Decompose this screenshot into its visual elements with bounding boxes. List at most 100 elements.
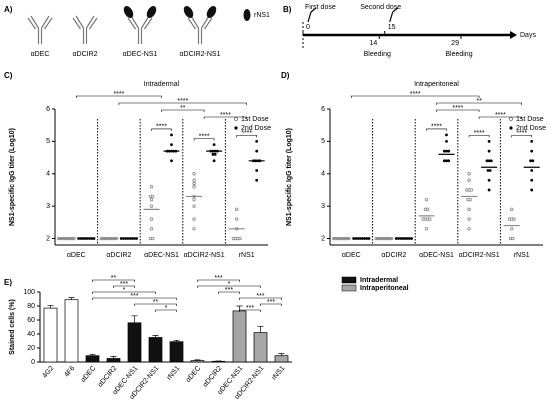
legend-label: 1st Dose <box>516 116 544 123</box>
x-tick-label: αDEC <box>67 252 86 259</box>
legend-swatch <box>341 276 357 284</box>
point-second-dose <box>212 143 216 147</box>
point-first-dose <box>192 204 196 208</box>
point-second-dose <box>530 188 534 192</box>
bleeding-label: Bleeding <box>445 51 472 58</box>
antibody-icon <box>72 15 98 44</box>
significance-bracket <box>92 297 177 300</box>
point-first-dose <box>192 185 196 189</box>
dose-label: First dose <box>305 4 336 11</box>
legend-marker <box>508 116 514 122</box>
point-first-dose <box>467 178 471 182</box>
ns1-head <box>146 6 157 18</box>
rns1-label: rNS1 <box>254 12 270 19</box>
legend-label: Intraperitoneal <box>360 285 409 292</box>
y-tick-label: 2 <box>46 235 50 242</box>
bar <box>106 358 121 363</box>
point-first-dose <box>192 181 196 186</box>
axis-label: Days <box>520 32 536 39</box>
point-second-dose <box>485 159 489 163</box>
significance-bracket <box>239 309 261 312</box>
x-tick-label: 4G2 <box>42 365 56 380</box>
point-first-dose <box>234 207 239 212</box>
point-second-dose <box>445 133 448 137</box>
y-tick-label: 4 <box>321 171 325 178</box>
point-second-dose <box>486 169 490 172</box>
significance-bracket <box>203 116 247 119</box>
error-bar <box>131 315 138 323</box>
significance-bracket <box>151 128 172 131</box>
point-first-dose <box>149 227 154 231</box>
point-first-dose <box>428 217 432 221</box>
x-tick-label: 4F6 <box>63 365 76 379</box>
antibody-icon <box>123 6 157 44</box>
day-label: 29 <box>451 40 459 47</box>
y-tick-label: 100 <box>23 289 35 296</box>
bar <box>211 360 226 363</box>
significance-bracket <box>155 309 177 312</box>
antibody-label: αDEC <box>31 51 50 58</box>
point-first-dose <box>192 178 196 182</box>
x-tick-label: αDCIR2-NS1 <box>184 252 225 259</box>
error-bar <box>257 325 264 333</box>
legend-marker <box>509 126 513 130</box>
point-first-dose <box>192 197 196 202</box>
significance-bracket <box>161 109 205 112</box>
significance-bracket <box>92 279 135 282</box>
point-first-dose <box>469 188 473 192</box>
x-tick-label: rNS1 <box>271 365 287 382</box>
y-axis-title: Stained cells (%) <box>9 299 16 355</box>
significance-bracket <box>218 291 240 294</box>
y-tick-label: 80 <box>27 303 35 310</box>
y-tick-label: 4 <box>46 171 50 178</box>
antibody-arm <box>127 17 136 30</box>
error-bar <box>278 353 285 356</box>
significance-bracket <box>478 116 522 119</box>
bar <box>64 299 79 363</box>
y-tick-label: 5 <box>321 138 325 145</box>
point-second-dose <box>447 159 451 163</box>
significance-label: *** <box>256 293 264 300</box>
significance-label: ** <box>476 98 482 105</box>
significance-bracket <box>426 128 447 131</box>
antibody-arm <box>204 17 213 30</box>
significance-label: **** <box>516 130 527 137</box>
antibody-arm <box>140 15 150 29</box>
antibody-arm <box>89 17 98 30</box>
point-second-dose <box>487 149 491 153</box>
legend-label: 2nd Dose <box>241 125 271 132</box>
point-first-dose <box>467 172 471 176</box>
point-second-dose <box>489 159 493 163</box>
x-tick-label: αDEC <box>80 365 97 384</box>
significance-label: **** <box>241 130 252 137</box>
legend-label: 2nd Dose <box>516 125 546 132</box>
significance-label: *** <box>246 305 254 312</box>
significance-label: * <box>123 287 126 294</box>
panel-letter: B) <box>283 5 292 14</box>
point-second-dose <box>445 159 448 163</box>
point-second-dose <box>442 149 446 153</box>
point-second-dose <box>255 169 259 172</box>
x-tick-label: αDEC-NS1 <box>144 252 179 259</box>
x-tick-label: αDEC <box>342 252 361 259</box>
antibody-arm <box>40 15 50 29</box>
bar <box>148 337 163 363</box>
point-second-dose <box>170 159 173 163</box>
point-first-dose <box>192 227 196 231</box>
point-second-dose <box>255 149 259 153</box>
panel-letter: A) <box>4 5 13 14</box>
significance-bracket <box>260 303 282 306</box>
point-first-dose <box>425 207 430 212</box>
significance-label: **** <box>220 112 231 119</box>
significance-label: *** <box>225 287 233 294</box>
significance-label: **** <box>474 130 485 137</box>
point-first-dose <box>467 227 471 231</box>
point-first-dose <box>468 197 472 202</box>
y-tick-label: 40 <box>27 331 35 338</box>
antibody-arm <box>85 15 95 29</box>
point-second-dose <box>530 178 534 182</box>
bar <box>232 310 247 363</box>
point-second-dose <box>487 159 491 163</box>
x-tick-label: rNS1 <box>166 365 182 382</box>
day-label: 14 <box>369 40 377 47</box>
